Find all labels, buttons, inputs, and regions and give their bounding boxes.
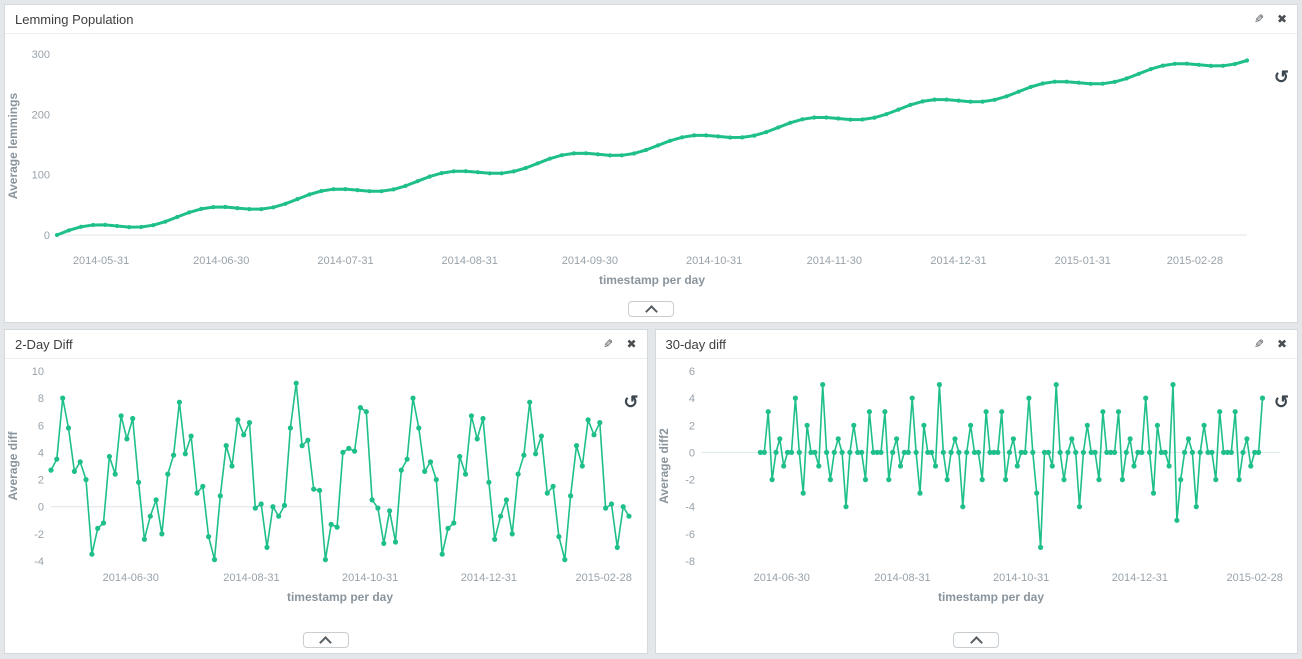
chart-area: ↺ 0 100 200 300 2014-05-31 2014-06-30 2014-07-… [5,34,1297,311]
svg-text:2015-02-28: 2015-02-28 [576,572,632,584]
svg-text:Average lemmings: Average lemmings [6,93,20,200]
svg-text:200: 200 [32,109,50,121]
svg-text:timestamp per day: timestamp per day [937,590,1043,604]
svg-text:2014-11-30: 2014-11-30 [807,255,862,267]
svg-text:2014-12-31: 2014-12-31 [930,255,986,267]
svg-text:Average diff: Average diff [6,431,20,501]
svg-text:2014-12-31: 2014-12-31 [1111,572,1167,584]
svg-text:300: 300 [32,49,50,61]
svg-text:100: 100 [32,170,50,182]
svg-text:2014-10-31: 2014-10-31 [686,255,742,267]
panel-actions: ✎ ✖ [1253,12,1287,26]
svg-text:2015-02-28: 2015-02-28 [1167,255,1223,267]
svg-text:-8: -8 [685,556,695,568]
edit-panel-icon[interactable]: ✎ [603,337,614,351]
chevron-up-icon [969,635,983,649]
svg-text:-2: -2 [685,475,695,487]
svg-text:2014-10-31: 2014-10-31 [342,572,398,584]
panel-title: 2-Day Diff [15,336,73,352]
panel-title: Lemming Population [15,11,134,27]
reset-zoom-icon[interactable]: ↺ [1273,392,1289,412]
panel-header: 2-Day Diff ✎ ✖ [5,330,647,359]
svg-text:2014-08-31: 2014-08-31 [442,255,498,267]
svg-text:timestamp per day: timestamp per day [287,590,393,604]
panel-lemming-population: Lemming Population ✎ ✖ ↺ 0 100 200 300 2014-… [4,4,1298,323]
svg-text:2: 2 [688,420,694,432]
chevron-up-icon [319,635,333,649]
svg-text:0: 0 [688,447,694,459]
collapse-panel-button[interactable] [628,301,674,318]
remove-panel-icon[interactable]: ✖ [1276,337,1287,351]
collapse-panel-button[interactable] [302,632,349,649]
svg-text:0: 0 [38,502,44,514]
svg-text:2014-06-30: 2014-06-30 [753,572,809,584]
svg-text:8: 8 [38,393,44,405]
svg-text:4: 4 [688,393,694,405]
panel-actions: ✎ ✖ [1253,337,1287,351]
svg-text:2014-12-31: 2014-12-31 [461,572,517,584]
svg-text:2014-09-30: 2014-09-30 [562,255,618,267]
panel-2-day-diff: 2-Day Diff ✎ ✖ ↺ -4 -2 0 2 4 6 8 10 2014-06-30 20… [4,329,648,654]
svg-text:-6: -6 [685,529,695,541]
chart-area: ↺ -4 -2 0 2 4 6 8 10 2014-06-30 2014-08-31 2014-10… [5,359,647,622]
svg-text:2014-05-31: 2014-05-31 [73,255,129,267]
svg-text:Average diff2: Average diff2 [657,428,671,504]
svg-text:0: 0 [44,230,50,242]
two-day-diff-chart[interactable]: -4 -2 0 2 4 6 8 10 2014-06-30 2014-08-31 2014-10-3… [5,359,645,617]
reset-zoom-icon[interactable]: ↺ [1273,67,1289,87]
lemming-population-chart[interactable]: 0 100 200 300 2014-05-31 2014-06-30 2014-07-31… [5,34,1297,306]
reset-zoom-icon[interactable]: ↺ [623,392,639,412]
svg-text:2014-06-30: 2014-06-30 [103,572,159,584]
edit-panel-icon[interactable]: ✎ [1253,12,1264,26]
panel-header: Lemming Population ✎ ✖ [5,5,1297,34]
panel-actions: ✎ ✖ [603,337,637,351]
bottom-row: 2-Day Diff ✎ ✖ ↺ -4 -2 0 2 4 6 8 10 2014-06-30 20… [4,329,1298,654]
collapse-panel-button[interactable] [953,632,1000,649]
chart-area: ↺ -8 -6 -4 -2 0 2 4 6 2014-06-30 2014-08-31 2014-1… [656,359,1298,622]
remove-panel-icon[interactable]: ✖ [1276,12,1287,26]
svg-text:-4: -4 [34,556,44,568]
svg-text:-2: -2 [34,529,44,541]
svg-text:2: 2 [38,475,44,487]
thirty-day-diff-chart[interactable]: -8 -6 -4 -2 0 2 4 6 2014-06-30 2014-08-31 2014-10-… [656,359,1296,617]
svg-text:2014-06-30: 2014-06-30 [193,255,249,267]
svg-text:10: 10 [32,366,44,378]
svg-text:2015-02-28: 2015-02-28 [1226,572,1282,584]
svg-text:-4: -4 [685,502,695,514]
svg-text:6: 6 [38,420,44,432]
svg-text:2014-10-31: 2014-10-31 [993,572,1049,584]
svg-text:6: 6 [688,366,694,378]
svg-text:2014-07-31: 2014-07-31 [317,255,373,267]
svg-text:timestamp per day: timestamp per day [599,273,705,287]
panel-30-day-diff: 30-day diff ✎ ✖ ↺ -8 -6 -4 -2 0 2 4 6 2014-06-30… [654,329,1298,654]
svg-text:2014-08-31: 2014-08-31 [223,572,279,584]
chevron-up-icon [644,304,658,318]
svg-text:2014-08-31: 2014-08-31 [874,572,930,584]
svg-text:4: 4 [38,447,44,459]
remove-panel-icon[interactable]: ✖ [626,337,637,351]
edit-panel-icon[interactable]: ✎ [1253,337,1264,351]
panel-header: 30-day diff ✎ ✖ [655,330,1297,359]
panel-title: 30-day diff [665,336,726,352]
svg-text:2015-01-31: 2015-01-31 [1055,255,1111,267]
